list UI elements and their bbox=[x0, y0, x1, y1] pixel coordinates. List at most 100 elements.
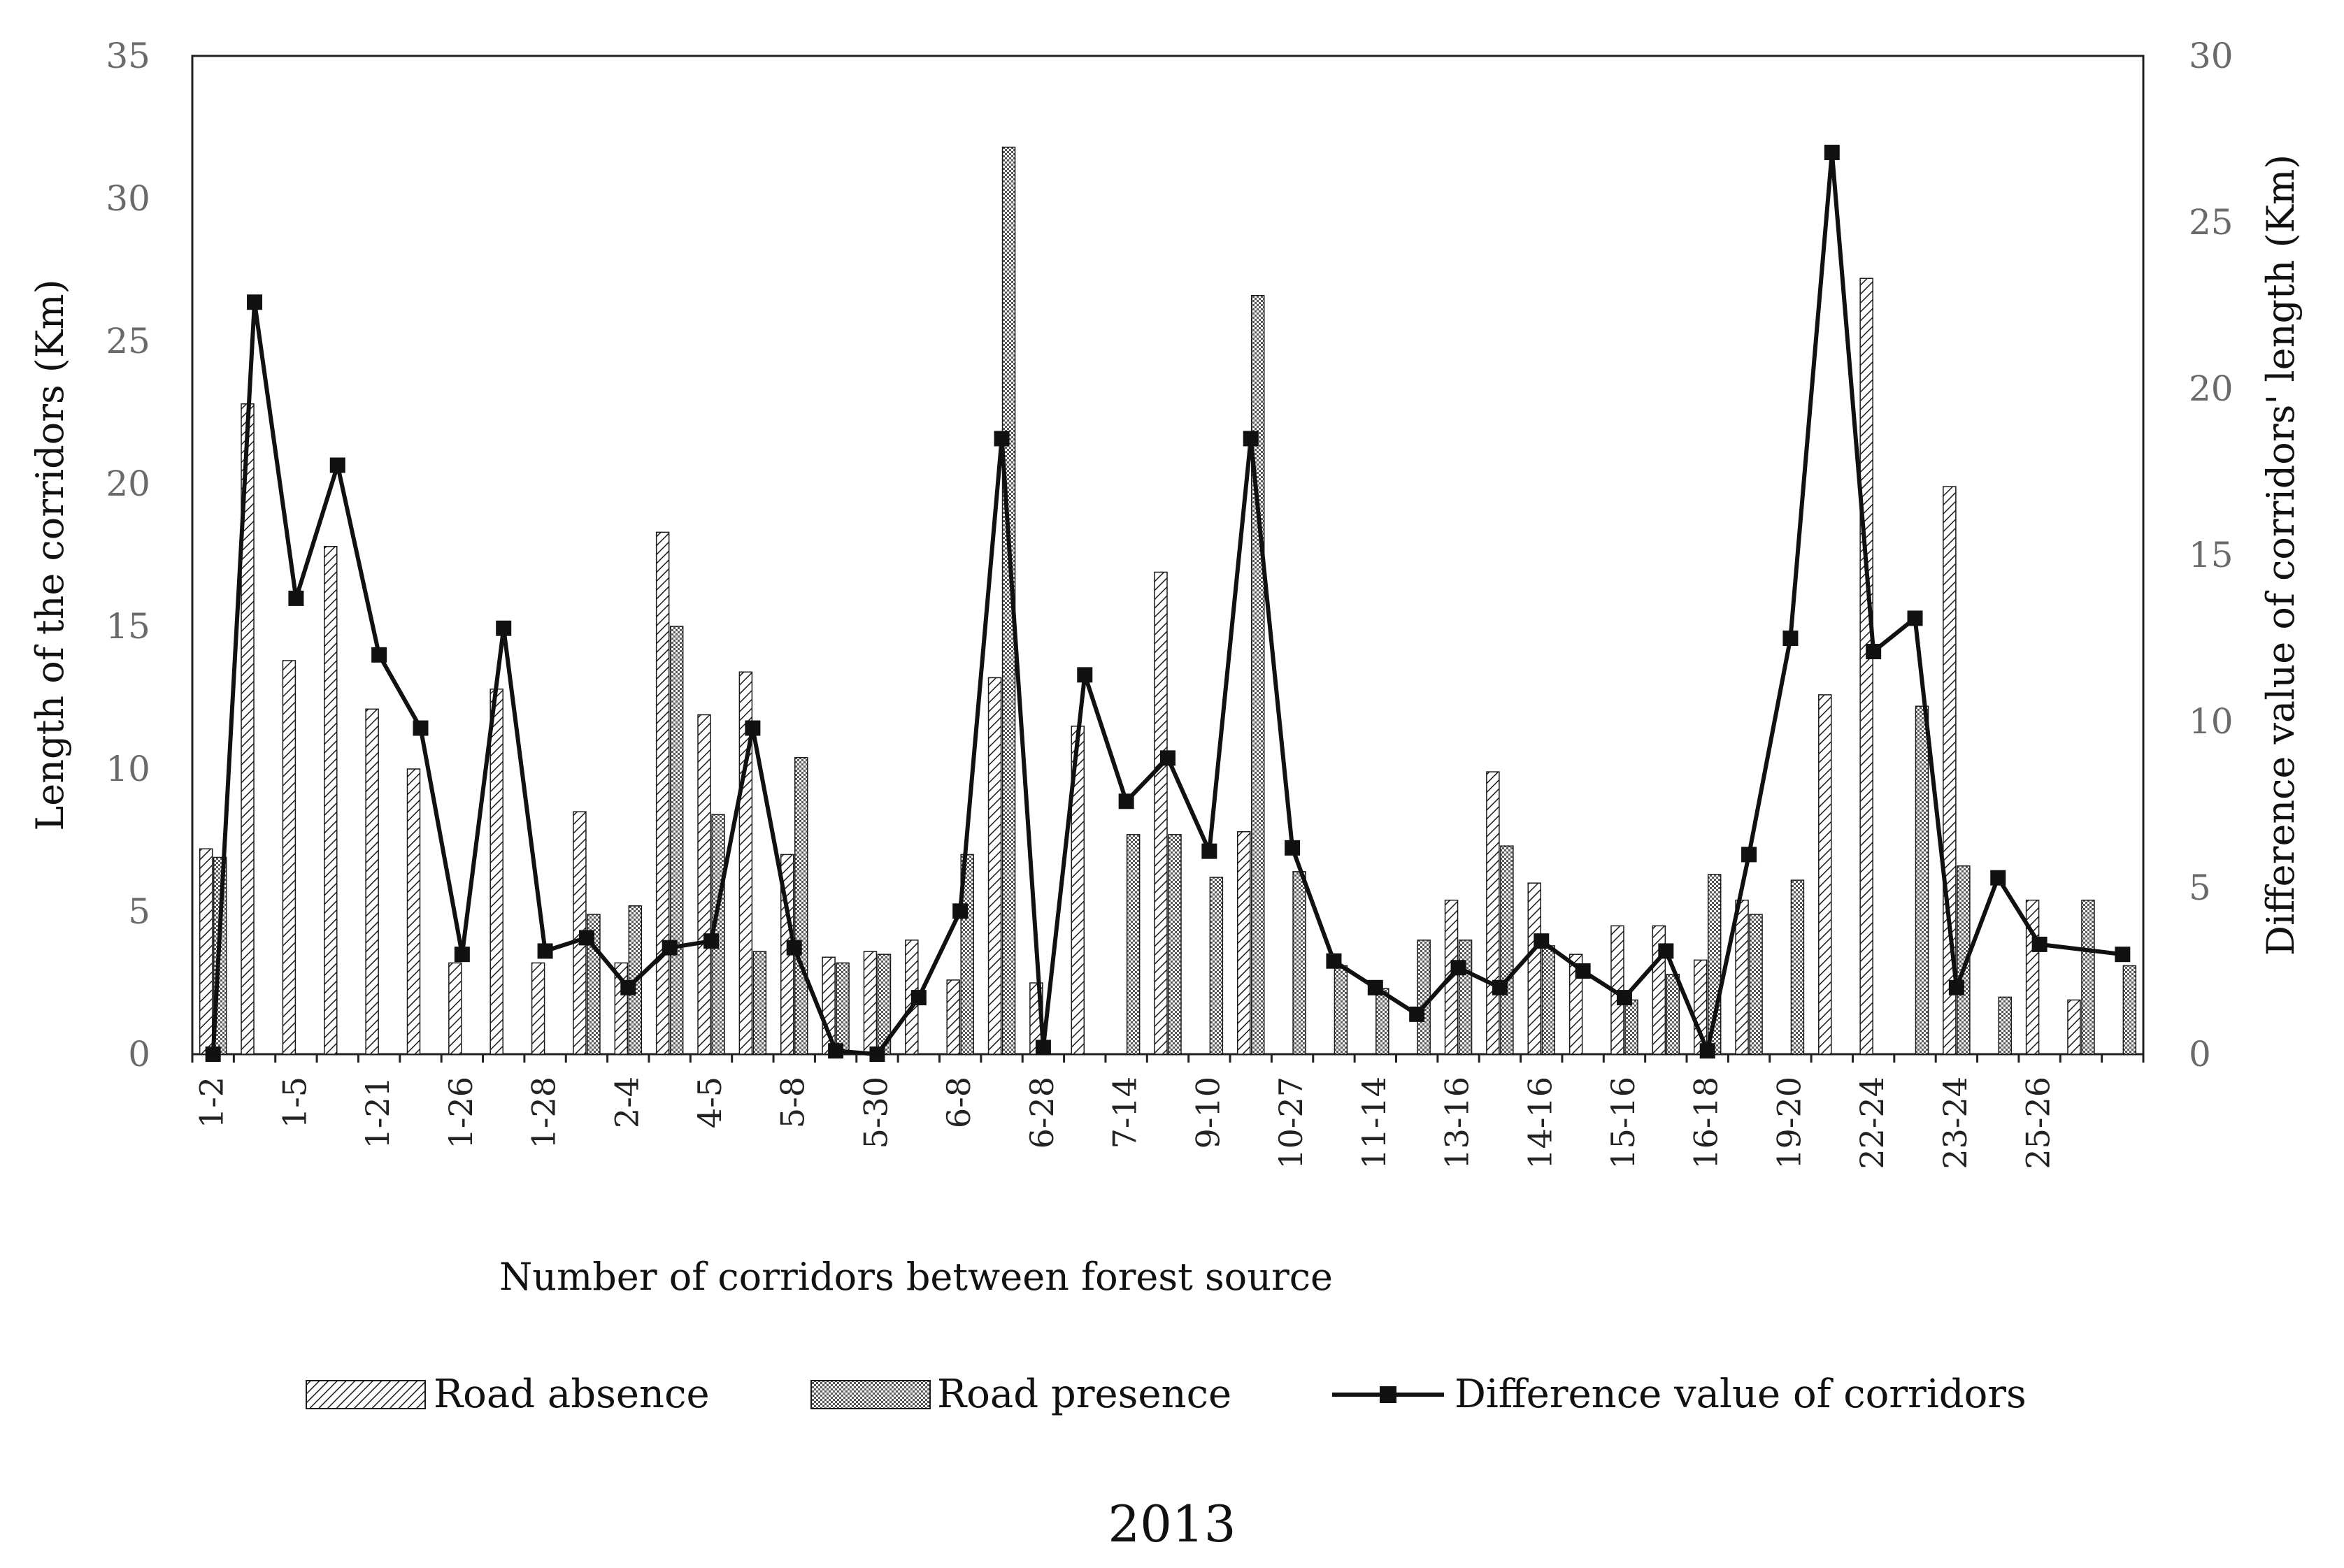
difference-point-2 bbox=[288, 590, 304, 606]
bar-road-absence-7 bbox=[489, 689, 503, 1055]
difference-point-4 bbox=[371, 647, 387, 663]
x-tick-label-16-18: 16-18 bbox=[1687, 1077, 1725, 1170]
x-tick-label-1-21: 1-21 bbox=[359, 1077, 396, 1149]
x-tick-label-14-16: 14-16 bbox=[1521, 1077, 1559, 1170]
bar-road-absence-40 bbox=[1859, 278, 1873, 1055]
left-axis-ticks: 0 5 10 15 20 25 30 35 bbox=[106, 36, 150, 1074]
x-axis-ticks: 1-2 1-5 1-21 1-26 1-28 2-4 4-5 5-8 5-30 6-8 6-28 7-… bbox=[191, 1054, 2145, 1170]
difference-point-8 bbox=[537, 943, 553, 959]
bar-road-absence-37 bbox=[1735, 899, 1749, 1055]
bar-road-absence-18 bbox=[946, 979, 960, 1055]
difference-line-series bbox=[205, 145, 2131, 1062]
difference-point-29 bbox=[1409, 1006, 1425, 1022]
bar-road-absence-16 bbox=[863, 951, 878, 1055]
difference-point-21 bbox=[1077, 667, 1093, 683]
difference-point-24 bbox=[1201, 843, 1217, 859]
difference-point-34 bbox=[1616, 990, 1632, 1006]
difference-point-11 bbox=[662, 940, 678, 956]
bar-road-presence-11 bbox=[669, 626, 684, 1055]
right-tick-label-30: 30 bbox=[2189, 36, 2234, 76]
left-tick-label-35: 35 bbox=[106, 36, 150, 76]
difference-point-32 bbox=[1534, 933, 1550, 949]
right-tick-label-25: 25 bbox=[2189, 202, 2234, 243]
difference-point-45 bbox=[2115, 947, 2131, 963]
bar-road-presence-14 bbox=[794, 756, 808, 1055]
difference-point-7 bbox=[496, 620, 512, 636]
x-tick-label-6-8: 6-8 bbox=[940, 1077, 978, 1128]
bar-road-presence-24 bbox=[1209, 877, 1224, 1055]
bar-road-absence-19 bbox=[987, 677, 1002, 1055]
x-tick-label-15-16: 15-16 bbox=[1604, 1077, 1642, 1170]
bar-road-absence-5 bbox=[406, 768, 421, 1055]
left-tick-label-30: 30 bbox=[106, 178, 150, 219]
bar-road-absence-33 bbox=[1568, 954, 1583, 1055]
x-tick-label-1-2: 1-2 bbox=[193, 1077, 231, 1128]
difference-point-40 bbox=[1866, 644, 1882, 660]
difference-point-16 bbox=[869, 1046, 885, 1062]
x-tick-label-11-14: 11-14 bbox=[1355, 1077, 1393, 1170]
bar-road-absence-2 bbox=[282, 660, 296, 1055]
difference-point-26 bbox=[1285, 840, 1301, 856]
bar-road-presence-30 bbox=[1458, 940, 1473, 1055]
bar-road-absence-4 bbox=[365, 708, 379, 1055]
difference-point-41 bbox=[1907, 610, 1923, 626]
bar-road-absence-39 bbox=[1818, 694, 1832, 1055]
x-tick-label-9-10: 9-10 bbox=[1189, 1077, 1227, 1149]
x-tick-label-6-28: 6-28 bbox=[1023, 1077, 1061, 1149]
difference-point-39 bbox=[1824, 145, 1840, 161]
bar-road-presence-22 bbox=[1126, 834, 1141, 1055]
bar-road-presence-45 bbox=[2081, 899, 2095, 1055]
y-axis-title-left: Length of the corridors (Km) bbox=[28, 279, 72, 830]
difference-point-33 bbox=[1575, 963, 1591, 979]
difference-point-1 bbox=[247, 294, 263, 310]
difference-point-5 bbox=[413, 720, 429, 736]
bar-road-presence-19 bbox=[1001, 146, 1016, 1055]
bar-road-presence-43 bbox=[1998, 996, 2012, 1055]
bar-road-absence-32 bbox=[1527, 882, 1542, 1055]
bar-road-presence-15 bbox=[836, 962, 850, 1055]
bar-road-presence-23 bbox=[1168, 834, 1182, 1055]
x-tick-label-4-5: 4-5 bbox=[691, 1077, 729, 1128]
x-tick-label-2-4: 2-4 bbox=[608, 1077, 645, 1128]
bar-road-presence-42 bbox=[1957, 865, 1971, 1055]
x-tick-label-1-28: 1-28 bbox=[525, 1077, 563, 1149]
bar-road-absence-12 bbox=[697, 714, 711, 1055]
bar-road-presence-13 bbox=[752, 951, 767, 1055]
bar-road-presence-32 bbox=[1541, 945, 1556, 1055]
x-tick-label-13-16: 13-16 bbox=[1438, 1077, 1476, 1170]
difference-point-6 bbox=[454, 947, 470, 963]
difference-line bbox=[210, 150, 2123, 1056]
difference-point-19 bbox=[994, 431, 1010, 447]
x-tick-label-10-27: 10-27 bbox=[1272, 1077, 1310, 1170]
x-tick-label-1-5: 1-5 bbox=[276, 1077, 313, 1128]
bar-road-absence-25 bbox=[1236, 831, 1251, 1055]
left-tick-label-5: 5 bbox=[128, 891, 150, 932]
bar-road-presence-41 bbox=[1915, 705, 1929, 1055]
right-tick-label-10: 10 bbox=[2189, 701, 2234, 742]
difference-point-10 bbox=[620, 979, 636, 995]
x-tick-label-23-24: 23-24 bbox=[1936, 1077, 1974, 1170]
bar-road-presence-35 bbox=[1666, 974, 1680, 1055]
difference-point-0 bbox=[205, 1046, 221, 1062]
bar-road-absence-23 bbox=[1154, 571, 1168, 1055]
legend-swatch-road-presence bbox=[810, 1380, 931, 1409]
difference-point-18 bbox=[952, 903, 969, 919]
plot-area-frame bbox=[191, 55, 2145, 1056]
bar-road-absence-13 bbox=[738, 671, 753, 1055]
legend-label-road-absence: Road absence bbox=[434, 1372, 710, 1417]
difference-point-43 bbox=[1990, 870, 2006, 886]
bar-road-presence-26 bbox=[1292, 871, 1306, 1055]
legend-swatch-road-absence bbox=[306, 1380, 426, 1409]
difference-point-23 bbox=[1160, 750, 1175, 766]
legend-marker-difference bbox=[1380, 1386, 1396, 1403]
legend-label-difference: Difference value of corridors bbox=[1455, 1372, 2027, 1417]
bar-road-presence-46 bbox=[2122, 965, 2137, 1055]
bar-road-presence-25 bbox=[1250, 294, 1265, 1055]
difference-point-15 bbox=[828, 1043, 844, 1059]
legend: Road absence Road presence Difference va… bbox=[306, 1372, 2027, 1417]
bar-road-absence-31 bbox=[1486, 771, 1500, 1055]
difference-point-14 bbox=[786, 940, 802, 956]
x-tick-label-25-26: 25-26 bbox=[2020, 1077, 2057, 1170]
bar-road-absence-11 bbox=[655, 531, 670, 1055]
